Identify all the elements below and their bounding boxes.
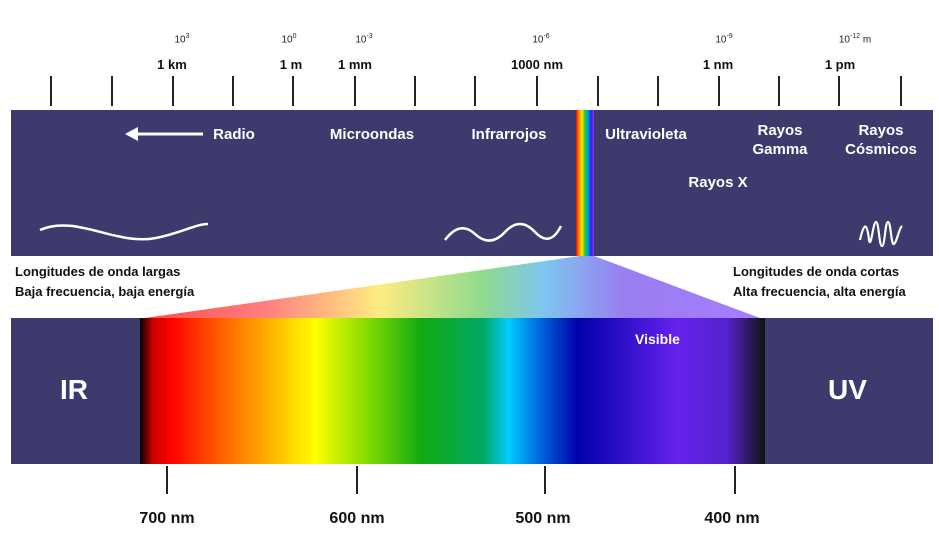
scale-tick — [414, 76, 416, 106]
wavelength-label-700: 700 nm — [139, 510, 195, 527]
band-label-microwave: Microondas — [329, 126, 415, 143]
visible-strip — [576, 110, 594, 256]
scale-tick — [172, 76, 174, 106]
ir-label: IR — [60, 374, 88, 405]
wavelength-tick — [544, 466, 546, 494]
short-wavelength-note: Longitudes de onda cortas Alta frecuencia… — [733, 264, 906, 299]
scale-tick — [536, 76, 538, 106]
wavelength-tick — [356, 466, 358, 494]
unit-label-1000nm: 1000 nm — [510, 57, 564, 72]
short-wave-icon — [858, 220, 903, 248]
scale-tick — [232, 76, 234, 106]
exponent-label-1000nm: 10-6 — [532, 33, 550, 46]
scale-tick — [597, 76, 599, 106]
wavelength-tick — [166, 466, 168, 494]
scale-tick — [778, 76, 780, 106]
exponent-label-pm: 10-12 m — [838, 33, 872, 46]
scale-tick — [718, 76, 720, 106]
scale-tick — [657, 76, 659, 106]
scale-tick — [838, 76, 840, 106]
wavelength-label-400: 400 nm — [704, 510, 760, 527]
unit-label-1mm: 1 mm — [338, 57, 372, 72]
band-label-xray: Rayos X — [688, 174, 748, 191]
unit-label-1pm: 1 pm — [824, 57, 856, 72]
scale-tick — [354, 76, 356, 106]
band-label-radio: Radio — [213, 126, 255, 143]
band-label-infrared: Infrarrojos — [471, 126, 547, 143]
scale-tick — [50, 76, 52, 106]
medium-wave-icon — [444, 222, 563, 242]
visible-gradient — [140, 318, 765, 464]
uv-label: UV — [828, 374, 867, 405]
long-wave-icon — [39, 222, 209, 241]
exponent-label-km: 103 — [174, 33, 190, 46]
wavelength-label-500: 500 nm — [515, 510, 571, 527]
long-wavelength-note: Longitudes de onda largas Baja frecuencia… — [15, 264, 195, 299]
exponent-label-m: 100 — [281, 33, 297, 46]
exponent-label-mm: 10-3 — [355, 33, 373, 46]
wavelength-tick — [734, 466, 736, 494]
unit-label-1nm: 1 nm — [702, 57, 734, 72]
band-label-cosmic: Rayos Cósmicos — [845, 122, 917, 158]
scale-tick — [474, 76, 476, 106]
left-arrow-icon — [125, 127, 203, 141]
wavelength-label-600: 600 nm — [329, 510, 385, 527]
band-label-gamma: Rayos Gamma — [752, 122, 808, 158]
unit-label-1km: 1 km — [157, 57, 187, 72]
scale-tick — [111, 76, 113, 106]
scale-tick — [900, 76, 902, 106]
visible-label: Visible — [635, 331, 680, 347]
exponent-label-nm: 10-9 — [715, 33, 733, 46]
unit-label-1m: 1 m — [279, 57, 303, 72]
band-label-ultraviolet: Ultravioleta — [605, 126, 687, 143]
scale-tick — [292, 76, 294, 106]
